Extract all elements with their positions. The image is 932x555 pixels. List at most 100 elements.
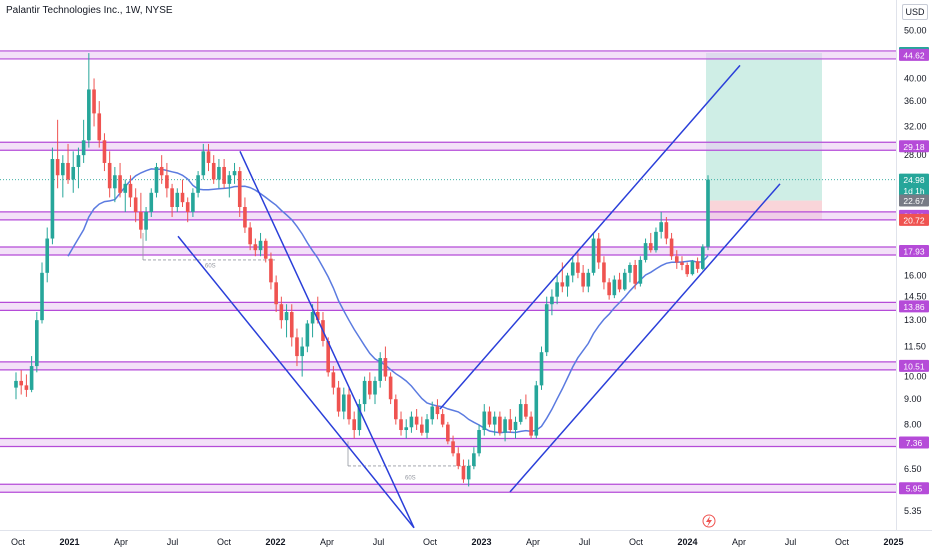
candle-body <box>170 188 174 208</box>
price-label-text: 22.67 <box>903 196 925 206</box>
price-label-box <box>899 482 929 495</box>
x-tick-label: Apr <box>526 537 540 547</box>
channel-trendline <box>439 64 741 410</box>
lightning-icon-bolt <box>706 516 712 527</box>
candle-body <box>690 261 695 275</box>
candle-body <box>659 222 663 232</box>
y-tick-label: 28.00 <box>904 150 927 160</box>
x-tick-label: 2022 <box>265 537 285 547</box>
price-label-text: 24.98 <box>903 175 925 185</box>
candle-body <box>409 416 414 428</box>
candle-body <box>560 282 565 287</box>
annotation-label: 60S <box>405 475 416 481</box>
candle-body <box>113 175 117 189</box>
candle-body <box>435 406 440 415</box>
candle-body <box>440 414 445 425</box>
candle-body <box>87 89 91 141</box>
candle-body <box>498 416 502 433</box>
candle-body <box>14 380 18 388</box>
candle-body <box>97 113 102 141</box>
candle-body <box>196 175 200 193</box>
candle-body <box>263 240 268 259</box>
candle-body <box>139 211 143 230</box>
y-tick-label: 32.00 <box>904 121 927 131</box>
candle-body <box>451 441 455 454</box>
candle-body <box>388 376 393 400</box>
candle-body <box>367 380 372 395</box>
price-label-text: 17.93 <box>903 247 925 257</box>
candle-body <box>581 272 585 287</box>
x-tick-label: Jul <box>785 537 797 547</box>
candle-body <box>638 259 643 284</box>
channel-trendline <box>509 183 781 493</box>
candle-body <box>66 162 70 180</box>
candle-body <box>227 175 232 184</box>
candle-body <box>477 430 481 454</box>
y-tick-label: 11.50 <box>904 342 926 352</box>
candle-body <box>237 171 242 208</box>
candle-body <box>315 312 320 321</box>
candle-body <box>289 312 294 338</box>
x-tick-label: Oct <box>217 537 232 547</box>
candle-body <box>352 419 357 431</box>
candle-body <box>133 197 138 212</box>
candle-body <box>180 192 185 203</box>
currency-button[interactable]: USD <box>902 4 928 20</box>
x-tick-label: Apr <box>320 537 334 547</box>
x-tick-label: 2021 <box>59 537 79 547</box>
candle-body <box>664 222 669 239</box>
candle-body <box>518 404 523 422</box>
candle-body <box>201 151 206 176</box>
candle-body <box>596 238 601 263</box>
price-label-box <box>899 213 929 226</box>
price-label-box <box>899 359 929 372</box>
candle-body <box>149 192 154 212</box>
candle-body <box>539 352 544 386</box>
candle-body <box>373 380 377 395</box>
candle-body <box>383 358 388 377</box>
channel-trendline <box>177 235 415 529</box>
candle-body <box>648 243 653 251</box>
candle-body <box>144 211 148 230</box>
y-tick-label: 5.35 <box>904 506 922 516</box>
price-label-box <box>899 173 929 186</box>
candle-body <box>706 179 710 247</box>
candle-body <box>243 207 247 228</box>
x-tick-label: Jul <box>167 537 179 547</box>
candle-body <box>461 465 466 480</box>
level-zone <box>0 302 896 311</box>
candle-body <box>19 380 24 386</box>
y-tick-label: 13.00 <box>904 315 927 325</box>
candle-body <box>529 416 533 436</box>
candle-body <box>118 175 122 193</box>
candle-body <box>456 453 461 466</box>
candle-body <box>331 372 336 388</box>
candle-body <box>570 262 575 276</box>
candle-body <box>565 275 570 287</box>
candle-body <box>71 166 76 180</box>
candle-body <box>300 346 304 357</box>
candle-body <box>643 243 648 260</box>
price-label-box <box>899 140 929 153</box>
lightning-icon[interactable] <box>702 514 716 528</box>
y-tick-label: 36.00 <box>904 96 927 106</box>
y-tick-label: 9.00 <box>904 394 922 404</box>
candle-body <box>295 337 299 357</box>
candle-body <box>284 312 289 321</box>
candle-body <box>92 89 96 114</box>
candle-body <box>513 421 518 431</box>
x-tick-label: Apr <box>732 537 746 547</box>
candle-body <box>674 256 679 263</box>
level-zone <box>0 50 896 59</box>
candle-body <box>466 465 471 480</box>
price-label-box <box>899 436 929 449</box>
channel-trendline <box>239 151 415 529</box>
x-tick-label: Oct <box>423 537 438 547</box>
candle-body <box>576 262 580 273</box>
candle-body <box>602 262 606 283</box>
candle-body <box>425 419 429 433</box>
price-label-text: 7.36 <box>906 438 923 448</box>
candle-body <box>357 404 362 431</box>
